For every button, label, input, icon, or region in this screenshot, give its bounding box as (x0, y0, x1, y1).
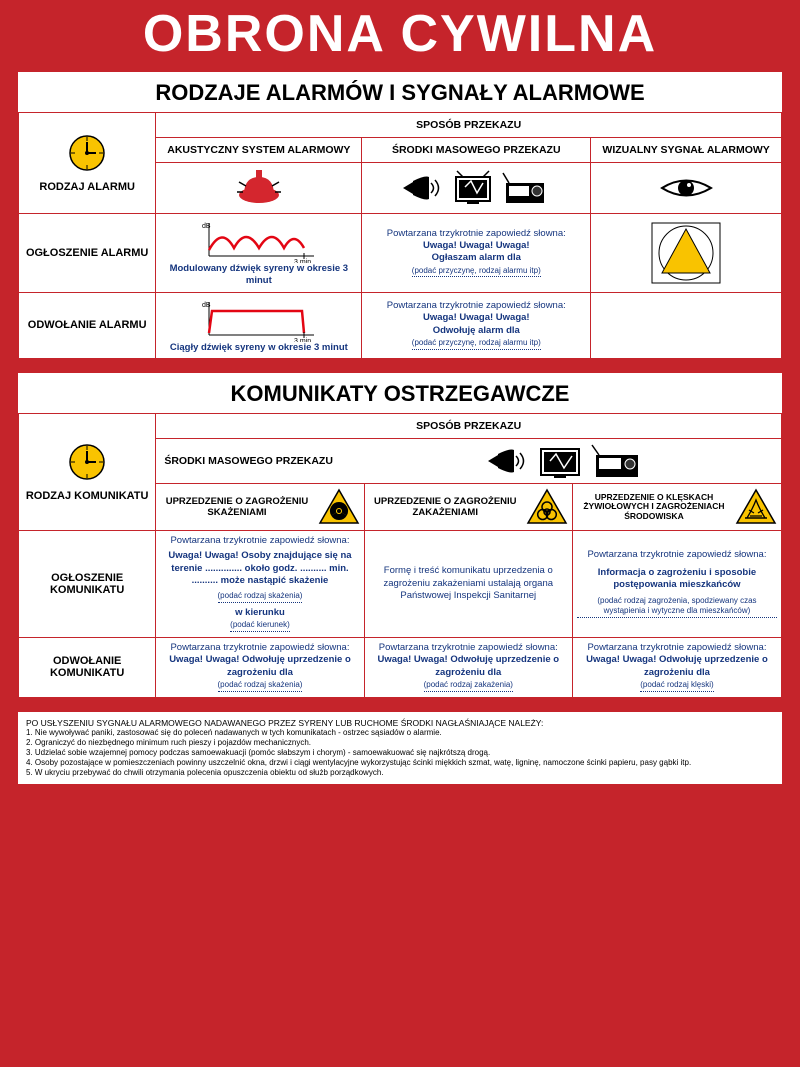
t: (podać przyczynę, rodzaj alarmu itp) (412, 338, 541, 350)
media-icons (486, 443, 646, 479)
siren-icon (234, 167, 284, 209)
footer-instructions: PO USŁYSZENIU SYGNAŁU ALARMOWEGO NADAWAN… (18, 712, 782, 785)
t: Odwołuję alarm dla (366, 325, 586, 337)
caption-text: Ciągły dźwięk syreny w okresie 3 minut (160, 342, 357, 354)
transmission-header: SPOSÓB PRZEKAZU (156, 113, 782, 138)
t: Powtarzana trzykrotnie zapowiedź słowna: (160, 535, 359, 547)
row-header-alarm-type: RODZAJ ALARMU (19, 113, 156, 214)
continuous-siren-cell: dB 3 min Ciągły dźwięk syreny w okresie … (156, 292, 362, 358)
footer-item: 1. Nie wywoływać paniki, zastosować się … (26, 728, 774, 738)
t: Uwaga! Uwaga! Odwołuję uprzedzenie o zag… (160, 654, 359, 679)
col-infection: UPRZEDZENIE O ZAGROŻENIU ZAKAŻENIAMI (364, 484, 572, 531)
cancel-c2: Powtarzana trzykrotnie zapowiedź słowna:… (364, 637, 572, 697)
t: Uwaga! Uwaga! Uwaga! (366, 312, 586, 324)
modulated-wave-icon: dB 3 min (194, 218, 324, 263)
row-cancel-alarm: ODWOŁANIE ALARMU (19, 292, 156, 358)
col-media: ŚRODKI MASOWEGO PRZEKAZU (362, 138, 591, 163)
clock-icon (67, 442, 107, 482)
caption-text: Modulowany dźwięk syreny w okresie 3 min… (160, 263, 357, 288)
media-icons-cell (362, 163, 591, 214)
t: Powtarzana trzykrotnie zapowiedź słowna: (160, 642, 359, 654)
cancel-c3: Powtarzana trzykrotnie zapowiedź słowna:… (572, 637, 781, 697)
media-header-text: ŚRODKI MASOWEGO PRZEKAZU (160, 449, 337, 473)
t: Powtarzana trzykrotnie zapowiedź słowna: (366, 300, 586, 312)
announce-c2: Formę i treść komunikatu uprzedzenia o z… (364, 531, 572, 638)
row-announce-msg: OGŁOSZENIE KOMUNIKATU (19, 531, 156, 638)
row-header-msg-type: RODZAJ KOMUNIKATU (19, 414, 156, 531)
label-text: RODZAJ KOMUNIKATU (23, 490, 151, 502)
footer-item: 3. Udzielać sobie wzajemnej pomocy podcz… (26, 748, 774, 758)
t: Powtarzana trzykrotnie zapowiedź słowna: (577, 549, 777, 561)
footer-head: PO USŁYSZENIU SYGNAŁU ALARMOWEGO NADAWAN… (26, 718, 774, 729)
t: Uwaga! Uwaga! Odwołuję uprzedzenie o zag… (577, 654, 777, 679)
announce-c3: Powtarzana trzykrotnie zapowiedź słowna:… (572, 531, 781, 638)
clock-icon (67, 133, 107, 173)
disaster-icon (735, 488, 777, 526)
footer-item: 2. Ograniczyć do niezbędnego minimum ruc… (26, 738, 774, 748)
t: (podać rodzaj klęski) (640, 680, 713, 692)
alarms-table: RODZAJ ALARMU SPOSÓB PRZEKAZU AKUSTYCZNY… (18, 112, 782, 359)
svg-text:dB: dB (202, 302, 211, 309)
radiation-icon (318, 488, 360, 526)
media-header-cell: ŚRODKI MASOWEGO PRZEKAZU (156, 439, 782, 484)
col-visual: WIZUALNY SYGNAŁ ALARMOWY (591, 138, 782, 163)
cancel-c1: Powtarzana trzykrotnie zapowiedź słowna:… (156, 637, 364, 697)
t: (podać kierunek) (230, 620, 290, 632)
media-icons (401, 169, 551, 207)
modulated-siren-cell: dB 3 min Modulowany dźwięk syreny w okre… (156, 214, 362, 293)
t: UPRZEDZENIE O ZAGROŻENIU SKAŻENIAMI (160, 496, 313, 518)
t: (podać rodzaj zagrożenia, spodziewany cz… (577, 596, 777, 617)
t: Uwaga! Uwaga! Uwaga! (366, 240, 586, 252)
announce-verbal-cell: Powtarzana trzykrotnie zapowiedź słowna:… (362, 214, 591, 293)
t: (podać rodzaj skażenia) (218, 591, 303, 603)
empty-cell (591, 292, 782, 358)
section-warnings: KOMUNIKATY OSTRZEGAWCZE (18, 373, 782, 698)
t: (podać rodzaj zakażenia) (424, 680, 513, 692)
cancel-verbal-cell: Powtarzana trzykrotnie zapowiedź słowna:… (362, 292, 591, 358)
page-title: OBRONA CYWILNA (0, 0, 800, 72)
yellow-triangle-cell (591, 214, 782, 293)
biohazard-icon (526, 488, 568, 526)
t: Powtarzana trzykrotnie zapowiedź słowna: (577, 642, 777, 654)
eye-icon (659, 172, 714, 204)
t: Informacja o zagrożeniu i sposobie postę… (577, 567, 777, 592)
t: Powtarzana trzykrotnie zapowiedź słowna: (369, 642, 568, 654)
section1-title: RODZAJE ALARMÓW I SYGNAŁY ALARMOWE (18, 72, 782, 112)
col-acoustic: AKUSTYCZNY SYSTEM ALARMOWY (156, 138, 362, 163)
t: Uwaga! Uwaga! Osoby znajdujące się na te… (160, 550, 359, 587)
row-cancel-msg: ODWOŁANIE KOMUNIKATU (19, 637, 156, 697)
col-contamination: UPRZEDZENIE O ZAGROŻENIU SKAŻENIAMI (156, 484, 364, 531)
t: (podać przyczynę, rodzaj alarmu itp) (412, 266, 541, 278)
announce-c1: Powtarzana trzykrotnie zapowiedź słowna:… (156, 531, 364, 638)
t: Formę i treść komunikatu uprzedzenia o z… (369, 557, 568, 610)
col-disaster: UPRZEDZENIE O KLĘSKACH ŻYWIOŁOWYCH I ZAG… (572, 484, 781, 531)
flat-wave-icon: dB 3 min (194, 297, 324, 342)
t: Powtarzana trzykrotnie zapowiedź słowna: (366, 228, 586, 240)
t: w kierunku (160, 607, 359, 619)
warnings-table: RODZAJ KOMUNIKATU SPOSÓB PRZEKAZU ŚRODKI… (18, 413, 782, 698)
t: Ogłaszam alarm dla (366, 252, 586, 264)
t: UPRZEDZENIE O ZAGROŻENIU ZAKAŻENIAMI (369, 496, 522, 518)
eye-icon-cell (591, 163, 782, 214)
t: (podać rodzaj skażenia) (218, 680, 303, 692)
t: UPRZEDZENIE O KLĘSKACH ŻYWIOŁOWYCH I ZAG… (577, 493, 731, 521)
label-text: RODZAJ ALARMU (23, 181, 151, 193)
section-alarms: RODZAJE ALARMÓW I SYGNAŁY ALARMOWE (18, 72, 782, 359)
footer-item: 5. W ukryciu przebywać do chwili otrzyma… (26, 768, 774, 778)
section2-title: KOMUNIKATY OSTRZEGAWCZE (18, 373, 782, 413)
transmission-header2: SPOSÓB PRZEKAZU (156, 414, 782, 439)
t: Uwaga! Uwaga! Odwołuję uprzedzenie o zag… (369, 654, 568, 679)
row-announce-alarm: OGŁOSZENIE ALARMU (19, 214, 156, 293)
triangle-icon (650, 221, 722, 285)
footer-item: 4. Osoby pozostające w pomieszczeniach p… (26, 758, 774, 768)
svg-text:dB: dB (202, 223, 211, 230)
siren-icon-cell (156, 163, 362, 214)
